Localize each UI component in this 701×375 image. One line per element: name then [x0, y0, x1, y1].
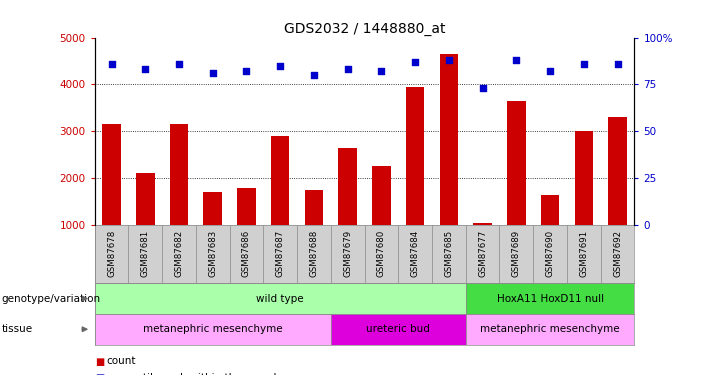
Point	[308, 72, 320, 78]
Text: GSM87686: GSM87686	[242, 230, 251, 277]
Point	[275, 63, 286, 69]
Point	[511, 57, 522, 63]
Bar	[339, 148, 357, 225]
Bar	[271, 136, 290, 225]
Text: GSM87679: GSM87679	[343, 230, 352, 277]
Text: GSM87681: GSM87681	[141, 230, 150, 277]
Text: GSM87677: GSM87677	[478, 230, 487, 277]
Text: GSM87683: GSM87683	[208, 230, 217, 277]
Bar	[465, 283, 634, 314]
Bar	[102, 124, 121, 225]
Title: GDS2032 / 1448880_at: GDS2032 / 1448880_at	[284, 22, 445, 36]
Point	[612, 61, 623, 67]
Bar	[237, 188, 256, 225]
Point	[477, 85, 488, 91]
Text: ureteric bud: ureteric bud	[367, 324, 430, 334]
Bar	[372, 166, 390, 225]
Bar	[305, 190, 323, 225]
Text: tissue: tissue	[1, 324, 32, 334]
Point	[173, 61, 184, 67]
Text: GSM87684: GSM87684	[411, 230, 420, 277]
Text: GSM87691: GSM87691	[579, 230, 588, 277]
Text: GSM87689: GSM87689	[512, 230, 521, 277]
Bar	[440, 54, 458, 225]
Bar	[406, 87, 424, 225]
Bar	[95, 314, 331, 345]
Bar	[507, 101, 526, 225]
Text: ■: ■	[95, 357, 104, 366]
Text: genotype/variation: genotype/variation	[1, 294, 100, 303]
Bar	[95, 283, 465, 314]
Point	[106, 61, 117, 67]
Point	[376, 68, 387, 74]
Text: GSM87682: GSM87682	[175, 230, 184, 277]
Bar	[540, 195, 559, 225]
Bar	[170, 124, 189, 225]
Text: GSM87687: GSM87687	[275, 230, 285, 277]
Point	[578, 61, 590, 67]
Bar	[608, 117, 627, 225]
Text: GSM87685: GSM87685	[444, 230, 454, 277]
Text: HoxA11 HoxD11 null: HoxA11 HoxD11 null	[496, 294, 604, 303]
Text: metanephric mesenchyme: metanephric mesenchyme	[143, 324, 283, 334]
Text: GSM87680: GSM87680	[377, 230, 386, 277]
Text: metanephric mesenchyme: metanephric mesenchyme	[480, 324, 620, 334]
Text: GSM87678: GSM87678	[107, 230, 116, 277]
Bar	[136, 173, 154, 225]
Point	[409, 59, 421, 65]
Bar	[331, 314, 465, 345]
Point	[342, 66, 353, 72]
Point	[241, 68, 252, 74]
Text: GSM87692: GSM87692	[613, 230, 622, 277]
Text: GSM87688: GSM87688	[309, 230, 318, 277]
Text: count: count	[107, 357, 136, 366]
Bar	[575, 131, 593, 225]
Point	[139, 66, 151, 72]
Text: percentile rank within the sample: percentile rank within the sample	[107, 374, 283, 375]
Text: ■: ■	[95, 374, 104, 375]
Bar	[203, 192, 222, 225]
Point	[443, 57, 454, 63]
Text: GSM87690: GSM87690	[545, 230, 554, 277]
Bar	[465, 314, 634, 345]
Bar	[473, 223, 492, 225]
Point	[207, 70, 218, 76]
Point	[545, 68, 556, 74]
Text: wild type: wild type	[257, 294, 304, 303]
